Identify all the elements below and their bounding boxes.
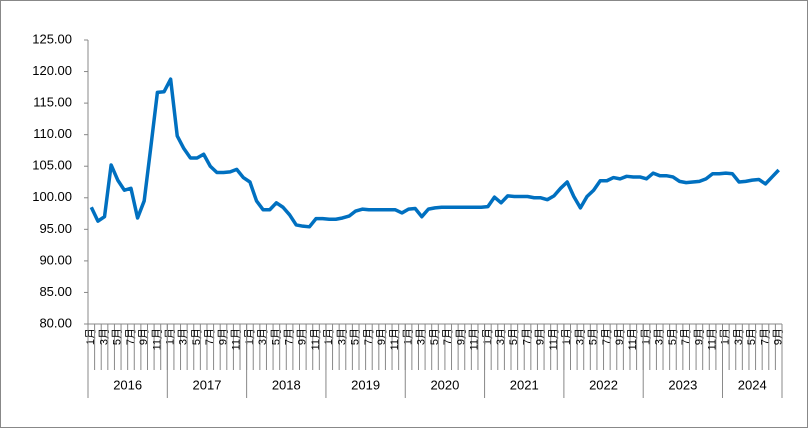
x-tick-label: 5月 [350, 328, 362, 345]
x-tick-label: 9月 [614, 328, 626, 345]
x-tick-label: 11月 [548, 328, 560, 350]
x-tick-label: 5月 [588, 328, 600, 345]
year-label: 2023 [668, 377, 697, 392]
year-label: 2022 [589, 377, 618, 392]
x-tick-label: 7月 [204, 328, 216, 345]
x-tick-label: 9月 [217, 328, 229, 345]
x-tick-label: 11月 [469, 328, 481, 350]
x-tick-label: 3月 [495, 328, 507, 345]
x-tick-label: 3月 [733, 328, 745, 345]
x-tick-label: 11月 [707, 328, 719, 350]
y-tick-label: 110.00 [33, 126, 72, 141]
y-tick-label: 90.00 [39, 252, 72, 267]
x-tick-label: 9月 [297, 328, 309, 345]
y-tick-label: 95.00 [39, 221, 72, 236]
x-tick-label: 1月 [561, 328, 573, 345]
x-tick-label: 3月 [574, 328, 586, 345]
x-tick-label: 7月 [759, 328, 771, 345]
year-label: 2016 [113, 377, 142, 392]
data-line [89, 77, 780, 229]
x-tick-label: 11月 [151, 328, 163, 350]
y-tick-label: 100.00 [32, 189, 72, 204]
year-label: 2024 [738, 377, 767, 392]
x-tick-label: 7月 [363, 328, 375, 345]
x-tick-label: 1月 [85, 328, 97, 345]
x-tick-label: 7月 [442, 328, 454, 345]
x-tick-label: 1月 [482, 328, 494, 345]
x-tick-label: 3月 [336, 328, 348, 345]
x-tick-label: 3月 [257, 328, 269, 345]
x-tick-label: 3月 [416, 328, 428, 345]
x-tick-label: 7月 [601, 328, 613, 345]
x-tick-label: 1月 [323, 328, 335, 345]
x-tick-label: 5月 [746, 328, 758, 345]
x-tick-label: 9月 [693, 328, 705, 345]
x-tick-label: 11月 [389, 328, 401, 350]
x-tick-label: 5月 [667, 328, 679, 345]
year-label: 2017 [193, 377, 222, 392]
x-tick-label: 3月 [178, 328, 190, 345]
x-tick-label: 9月 [535, 328, 547, 345]
x-tick-label: 5月 [191, 328, 203, 345]
x-tick-label: 9月 [773, 328, 785, 345]
x-tick-label: 9月 [376, 328, 388, 345]
x-tick-label: 5月 [508, 328, 520, 345]
x-tick-label: 1月 [165, 328, 177, 345]
x-tick-label: 1月 [720, 328, 732, 345]
y-tick-label: 125.00 [32, 31, 72, 46]
x-tick-label: 7月 [680, 328, 692, 345]
x-tick-label: 9月 [455, 328, 467, 345]
year-label: 2018 [272, 377, 301, 392]
x-tick-label: 9月 [138, 328, 150, 345]
x-tick-label: 3月 [98, 328, 110, 345]
y-tick-label: 120.00 [32, 63, 72, 78]
x-tick-label: 7月 [125, 328, 137, 345]
y-tick-label: 85.00 [39, 284, 72, 299]
year-label: 2020 [430, 377, 459, 392]
y-tick-label: 115.00 [33, 95, 72, 110]
x-tick-label: 7月 [283, 328, 295, 345]
x-tick-label: 5月 [270, 328, 282, 345]
year-label: 2021 [510, 377, 539, 392]
y-tick-label: 105.00 [32, 158, 72, 173]
x-tick-label: 3月 [654, 328, 666, 345]
x-tick-label: 11月 [310, 328, 322, 350]
x-tick-label: 1月 [640, 328, 652, 345]
x-tick-label: 1月 [244, 328, 256, 345]
year-label: 2019 [351, 377, 380, 392]
x-tick-label: 7月 [521, 328, 533, 345]
y-tick-label: 80.00 [39, 315, 72, 330]
x-tick-label: 5月 [429, 328, 441, 345]
x-tick-label: 11月 [627, 328, 639, 350]
x-tick-label: 5月 [112, 328, 124, 345]
x-tick-label: 1月 [402, 328, 414, 345]
x-tick-label: 11月 [231, 328, 243, 350]
